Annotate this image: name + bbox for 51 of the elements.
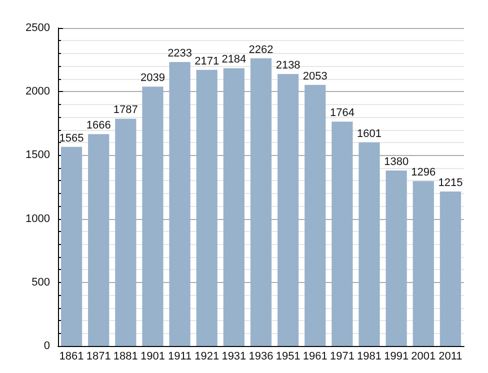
bar: [332, 122, 353, 346]
x-tick-label: 1921: [194, 350, 220, 362]
bar: [223, 68, 244, 346]
bar: [88, 134, 110, 346]
data-label: 1666: [86, 120, 111, 132]
x-tick-label: 1881: [113, 350, 138, 362]
x-tick-label: 2001: [411, 350, 436, 362]
data-label: 2053: [302, 70, 328, 82]
data-label: 2171: [194, 55, 220, 68]
x-tick-label: 1961: [302, 350, 328, 362]
bar: [115, 118, 136, 346]
data-label: 2138: [276, 60, 300, 72]
data-label: 1565: [59, 132, 84, 144]
y-tick-label: 2000: [26, 86, 50, 98]
y-tick-label: 1500: [26, 149, 50, 162]
x-tick-label: 1991: [384, 350, 409, 362]
y-tick-label: 1000: [26, 212, 50, 225]
bar: [278, 74, 299, 346]
data-label: 1764: [330, 107, 354, 120]
bar: [250, 58, 272, 346]
x-tick-label: 1861: [59, 350, 84, 362]
bar: [412, 181, 434, 346]
data-label: 2233: [168, 47, 192, 60]
bar: [196, 70, 218, 346]
data-label: 2262: [248, 44, 274, 56]
y-tick-label: 2500: [26, 22, 50, 34]
x-tick-label: 1971: [330, 350, 354, 362]
data-label: 2184: [222, 54, 246, 66]
bar: [386, 170, 407, 346]
bar: [169, 62, 190, 346]
y-tick-label: 0: [44, 340, 50, 352]
x-tick-label: 1931: [222, 350, 246, 362]
data-label: 1787: [113, 104, 138, 116]
x-tick-label: 1936: [248, 350, 274, 362]
bar: [358, 142, 380, 346]
bar: [304, 84, 326, 346]
x-tick-label: 1951: [276, 350, 300, 362]
x-tick-label: 1981: [357, 350, 382, 362]
data-label: 1601: [357, 128, 382, 140]
x-tick-label: 1901: [140, 350, 165, 362]
bar: [60, 146, 82, 346]
y-tick-label: 500: [32, 276, 50, 288]
bar: [440, 191, 462, 346]
x-tick-label: 2011: [438, 350, 462, 362]
x-tick-label: 1871: [86, 350, 111, 362]
data-label: 1215: [438, 176, 463, 189]
bar: [142, 86, 164, 346]
data-label: 1296: [411, 166, 436, 179]
data-label: 2039: [140, 72, 165, 84]
data-label: 1380: [384, 156, 409, 168]
x-tick-label: 1911: [168, 350, 192, 362]
